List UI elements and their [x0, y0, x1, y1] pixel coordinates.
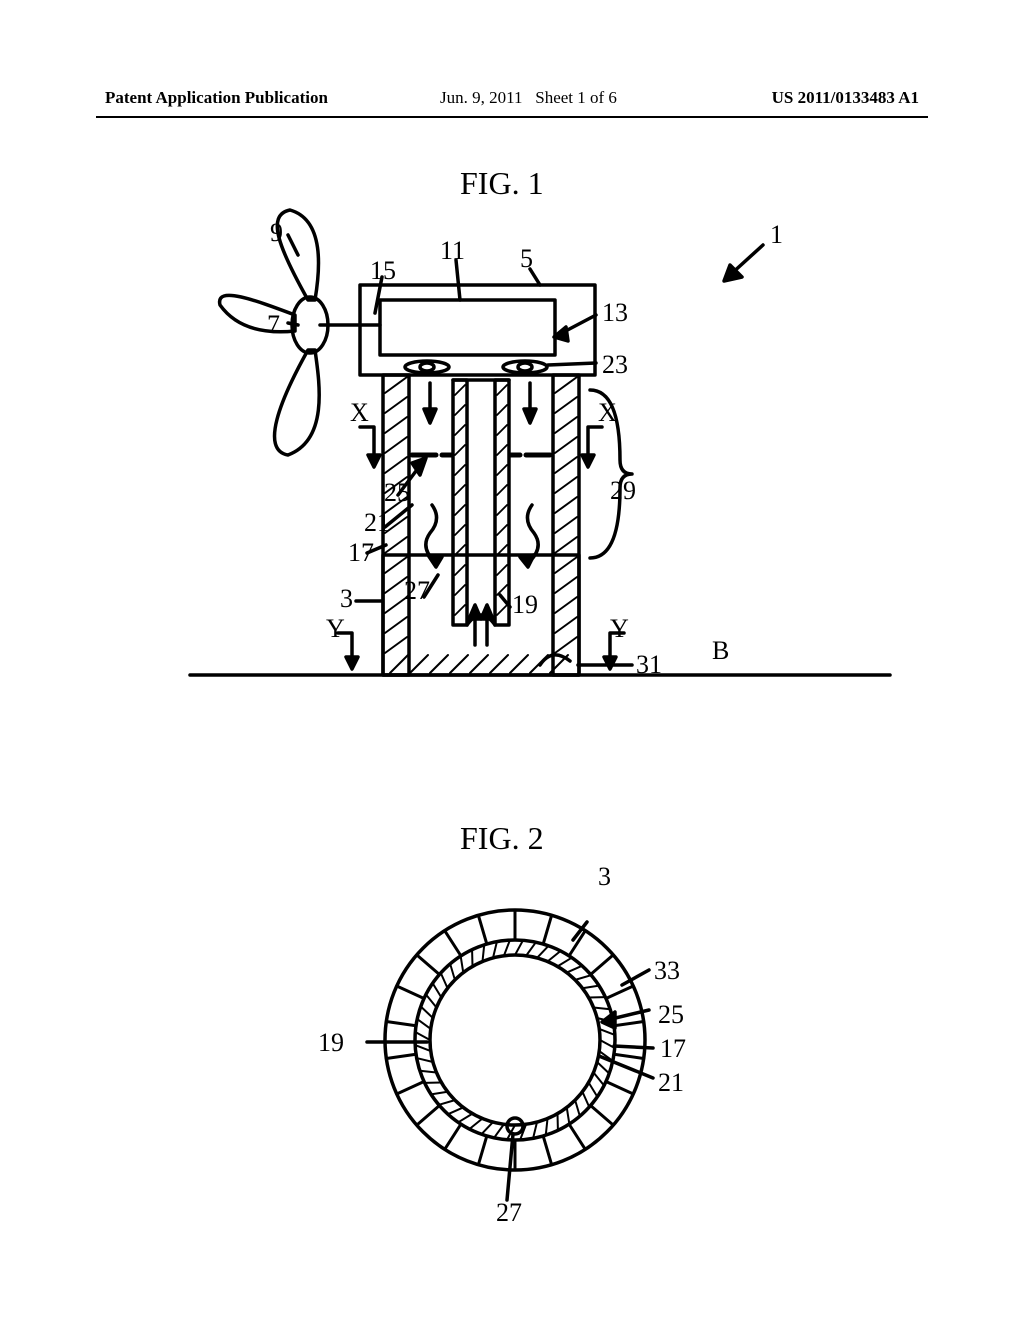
fig2-title: FIG. 2	[460, 820, 544, 857]
fig2-ref17: 17	[660, 1034, 686, 1064]
fig1-ref25: 25	[384, 478, 410, 508]
fig1-ref13: 13	[602, 298, 628, 328]
fig1-B: B	[712, 636, 729, 666]
fig1-X-left: X	[350, 398, 369, 428]
fig1-ref11: 11	[440, 236, 465, 266]
fig1-ref3: 3	[340, 584, 353, 614]
fig1-ref15: 15	[370, 256, 396, 286]
header-sheet-text: Sheet 1 of 6	[535, 88, 617, 107]
fig1-svg	[160, 205, 920, 705]
fig2-ref33: 33	[654, 956, 680, 986]
fig1-ref27: 27	[404, 576, 430, 606]
fig2-ref19: 19	[318, 1028, 344, 1058]
header-rule	[96, 116, 928, 118]
fig1-ref21: 21	[364, 508, 390, 538]
fig2-ref21: 21	[658, 1068, 684, 1098]
header-date-text: Jun. 9, 2011	[440, 88, 523, 107]
fig2-ref25: 25	[658, 1000, 684, 1030]
fig1-Y-right: Y	[610, 614, 629, 644]
fig2-ref3: 3	[598, 862, 611, 892]
header-date: Jun. 9, 2011 Sheet 1 of 6	[440, 88, 617, 108]
fig1-title: FIG. 1	[460, 165, 544, 202]
fig1-Y-left: Y	[326, 614, 345, 644]
fig1-X-right: X	[598, 398, 617, 428]
fig1-ref29: 29	[610, 476, 636, 506]
header: Patent Application Publication Jun. 9, 2…	[0, 88, 1024, 112]
fig1-ref23: 23	[602, 350, 628, 380]
fig1-ref17: 17	[348, 538, 374, 568]
fig2-ref27: 27	[496, 1198, 522, 1228]
fig1-ref5: 5	[520, 244, 533, 274]
fig1-ref9: 9	[270, 218, 283, 248]
fig1-ref19: 19	[512, 590, 538, 620]
fig1-ref1: 1	[770, 220, 783, 250]
fig1-ref31: 31	[636, 650, 662, 680]
page: Patent Application Publication Jun. 9, 2…	[0, 0, 1024, 1320]
header-pubno: US 2011/0133483 A1	[772, 88, 919, 108]
header-left: Patent Application Publication	[105, 88, 328, 108]
fig1-ref7: 7	[267, 310, 280, 340]
